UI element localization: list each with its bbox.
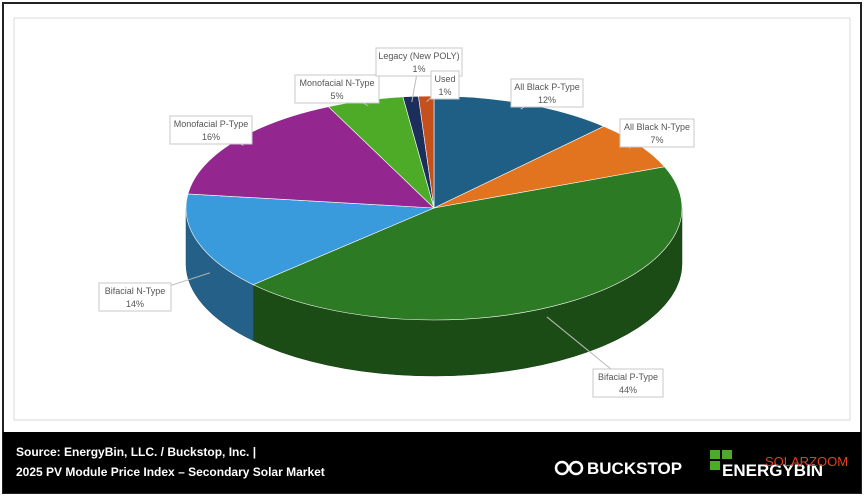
energybin-logo: ENERGYBIN SOLARZOOM [710,450,848,480]
footer-subtitle: 2025 PV Module Price Index – Secondary S… [16,465,325,479]
label-box [169,115,253,145]
category-label: Legacy (New POLY) [378,51,459,61]
source: Source: EnergyBin, LLC. / Buckstop, Inc.… [16,445,256,459]
label-box [98,282,172,312]
category-label: All Black N-Type [624,122,690,132]
label-box [430,70,460,100]
category-label: Used [434,74,455,84]
watermark: SOLARZOOM [765,454,848,469]
value-label: 5% [330,91,343,101]
value-label: 1% [412,64,425,74]
label-box [592,368,664,398]
category-label: Monofacial P-Type [174,119,249,129]
value-label: 14% [126,299,144,309]
value-label: 12% [538,95,556,105]
label-box [619,118,695,148]
category-label: Bifacial N-Type [105,286,166,296]
logo-text: ENERGYBIN [722,461,823,480]
value-label: 1% [438,87,451,97]
value-label: 16% [202,132,220,142]
logo-icon [554,460,570,476]
logo-icon [710,450,732,470]
category-label: All Black P-Type [514,82,580,92]
logo-icon [568,460,584,476]
slice [185,193,435,285]
label-box [294,74,380,104]
logo-text: BUCKSTOP [587,459,682,478]
slice [252,166,683,321]
category-label: Monofacial N-Type [299,78,374,88]
category-label: Bifacial P-Type [598,372,658,382]
label-box [510,78,584,108]
value-label: 7% [650,135,663,145]
pie: All Black P-Type 12% All Black N-Type 7% Bif… [98,47,695,398]
value-label: 44% [619,385,637,395]
buckstop-logo: BUCKSTOP [554,459,682,478]
